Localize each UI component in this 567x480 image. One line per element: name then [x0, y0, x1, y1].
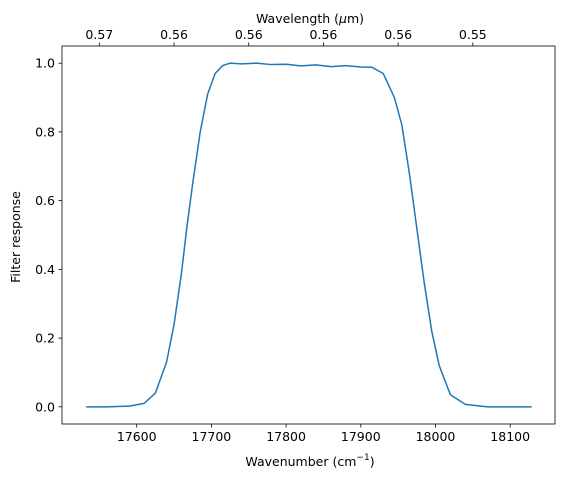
y-tick-label: 0.2: [35, 331, 55, 346]
top-x-tick-label: 0.55: [459, 27, 487, 42]
top-x-axis-title: Wavelength (μm): [256, 11, 364, 26]
top-x-tick-label: 0.56: [310, 27, 338, 42]
top-x-tick-label: 0.56: [384, 27, 412, 42]
top-x-tick-label: 0.56: [235, 27, 263, 42]
series-layer: [85, 62, 532, 408]
plot-background: [62, 46, 555, 424]
axes-layer: 17600 17700 17800 17900 18000 18100 0.57 0.56 0.…: [35, 27, 556, 444]
x-tick-label: 18000: [416, 429, 456, 444]
x-tick-label: 17600: [117, 429, 157, 444]
x-tick-label: 17800: [266, 429, 306, 444]
top-x-tick-label: 0.57: [85, 27, 113, 42]
y-tick-label: 1.0: [35, 56, 55, 71]
y-tick-label: 0.0: [35, 399, 55, 414]
y-axis-title: Filter response: [8, 191, 23, 283]
series-line-0: [85, 62, 532, 408]
plot-area: [62, 46, 555, 424]
x-tick-label: 18100: [490, 429, 530, 444]
x-tick-label: 17700: [192, 429, 232, 444]
y-tick-label: 0.6: [35, 193, 55, 208]
x-tick-label: 17900: [341, 429, 381, 444]
x-axis-title: Wavenumber (cm−1): [245, 453, 374, 469]
top-x-tick-label: 0.56: [160, 27, 188, 42]
plot-frame: [61, 45, 556, 425]
y-tick-label: 0.8: [35, 124, 55, 139]
y-tick-label: 0.4: [35, 262, 55, 277]
